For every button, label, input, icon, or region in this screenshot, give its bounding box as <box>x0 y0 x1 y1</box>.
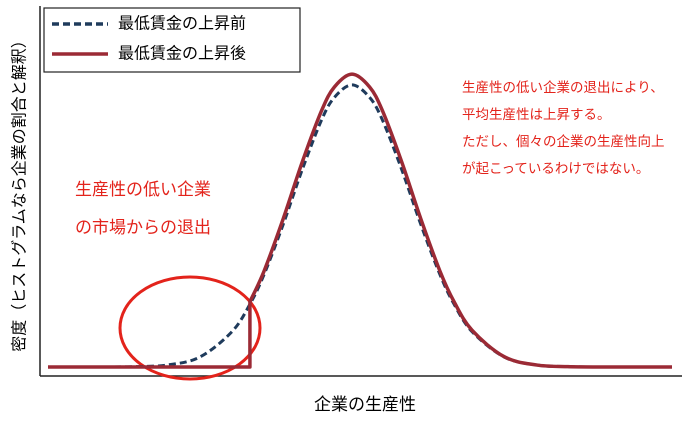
annotation: が起こっているわけではない。 <box>462 161 649 177</box>
annotation: の市場からの退出 <box>75 218 211 238</box>
legend-label: 最低賃金の上昇後 <box>118 44 246 63</box>
y-axis-label: 密度（ヒストグラムなら企業の割合と解釈） <box>10 32 29 352</box>
highlight-ellipse <box>118 275 262 381</box>
legend-box <box>43 7 301 73</box>
annotation: 生産性の低い企業の退出により、 <box>462 79 664 96</box>
legend-label: 最低賃金の上昇前 <box>118 14 246 33</box>
line-series <box>48 72 672 369</box>
annotation: 生産性の低い企業 <box>75 180 211 200</box>
annotation: 平均生産性は上昇する。 <box>462 107 611 123</box>
x-axis-label: 企業の生産性 <box>314 395 416 415</box>
annotation: ただし、個々の企業の生産性向上 <box>462 133 665 150</box>
